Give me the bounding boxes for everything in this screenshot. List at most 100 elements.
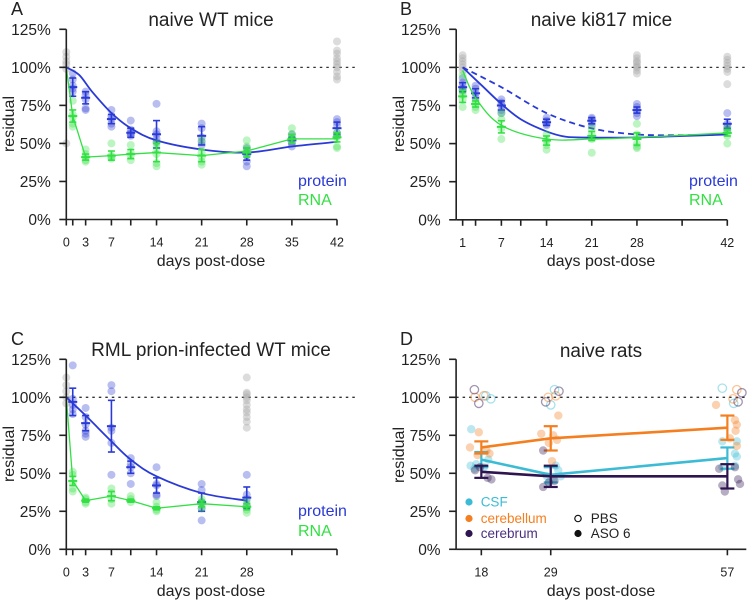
control-point [333, 46, 341, 55]
control-point [333, 54, 341, 63]
rna-point [68, 484, 77, 493]
x-tick-label: 57 [720, 565, 734, 579]
cerebrum-error-bar [543, 464, 558, 489]
control-points [62, 37, 341, 148]
control-point [723, 64, 732, 73]
legend-marker-filled [574, 529, 582, 538]
protein-point [197, 516, 206, 525]
panel-c: C RML prion-infected WT mice 0% 25% 50% 75% 10… [1, 329, 356, 600]
protein-point [107, 387, 116, 396]
protein-error-bar [496, 100, 506, 111]
rna-point [197, 136, 206, 145]
protein-point [152, 99, 161, 108]
y-tick-label: 125% [11, 22, 51, 39]
rna-point [107, 484, 116, 493]
protein-point [333, 115, 341, 124]
y-tick-label: 0% [418, 212, 441, 229]
x-tick-label: 3 [82, 236, 89, 250]
rna-point [126, 492, 135, 501]
control-point [242, 388, 251, 397]
y-tick-label: 100% [11, 390, 51, 407]
y-tick-label: 0% [418, 542, 441, 559]
control-point [333, 37, 341, 46]
cerebrum-point [550, 476, 559, 486]
csf-open-point [728, 398, 739, 409]
rna-point [68, 122, 77, 131]
protein-error-bar [81, 414, 91, 432]
x-tick-label: 42 [720, 236, 734, 250]
rna-mean-line [65, 397, 247, 509]
x-tick-label: 29 [544, 565, 558, 579]
x-tick-label: 42 [330, 236, 344, 250]
control-point [242, 396, 251, 405]
legend: protein RNA [689, 173, 738, 209]
protein-point [242, 162, 251, 171]
control-points [458, 51, 732, 89]
y-tick-label: 125% [401, 22, 441, 39]
csf-open-point [485, 393, 496, 404]
rna-point [242, 136, 251, 145]
protein-point [107, 470, 116, 479]
series-cerebellum [465, 384, 742, 466]
panel-title: RML prion-infected WT mice [91, 340, 331, 361]
x-tick-label: 7 [498, 236, 505, 250]
y-tick-label: 0% [28, 212, 51, 229]
legend-marker-open [574, 514, 582, 523]
protein-point [81, 429, 90, 438]
cerebrum-open-point [733, 397, 743, 407]
legend-dot-csf [465, 498, 473, 506]
axes: 0% 25% 50% 75% 100% 125% 18 29 57 days post-dose r… [391, 352, 747, 600]
x-tick-label: 7 [108, 236, 115, 250]
y-tick-label: 50% [410, 466, 441, 483]
rna-error-bar [106, 150, 116, 161]
protein-point [471, 81, 480, 90]
protein-fit-curve [65, 66, 338, 154]
rna-point [542, 145, 551, 154]
control-point [333, 75, 341, 84]
rna-point [333, 142, 341, 151]
rna-error-bar [458, 89, 468, 104]
rna-point [197, 160, 206, 169]
legend-entry-rna: RNA [298, 192, 332, 209]
protein-point [197, 119, 206, 128]
rna-point [107, 499, 116, 508]
rna-point [152, 162, 161, 171]
protein-error-bar [106, 399, 116, 453]
cerebellum-point [537, 429, 546, 438]
legend-entry-protein: protein [298, 503, 347, 520]
control-point [242, 373, 251, 382]
panel-title: naive ki817 mice [531, 10, 673, 31]
csf-point [466, 461, 475, 470]
csf-open-point [545, 400, 556, 410]
panel-title: naive rats [560, 341, 642, 362]
protein-point [152, 463, 161, 472]
legend-entry-rna: RNA [689, 192, 723, 209]
control-point [723, 52, 732, 61]
protein-point [107, 381, 116, 390]
protein-point [152, 492, 161, 501]
x-axis-label: days post-dose [547, 583, 656, 600]
x-tick-label: 21 [585, 236, 599, 250]
protein-error-bar [81, 90, 91, 105]
rna-error-bar [106, 490, 116, 502]
rna-point [152, 498, 161, 507]
rna-point [107, 139, 116, 148]
protein-error-bar [542, 118, 552, 127]
control-point [723, 67, 732, 76]
rna-error-bar [242, 502, 252, 511]
axes: 0% 25% 50% 75% 100% 125% 1 7 14 21 28 42 days post-d… [391, 22, 734, 270]
cerebrum-point [733, 475, 743, 484]
protein-error-bar [106, 113, 116, 125]
legend: protein RNA [298, 503, 347, 540]
legend: protein RNA [298, 173, 347, 209]
x-tick-label: 28 [240, 236, 254, 250]
rna-error-bar [126, 148, 136, 160]
control-points [62, 373, 251, 432]
cerebellum-open-point [479, 390, 489, 401]
cerebrum-open-point [737, 387, 747, 398]
rna-error-bar [68, 475, 78, 487]
control-point [242, 405, 251, 414]
control-point [632, 63, 641, 72]
protein-point [107, 122, 116, 131]
